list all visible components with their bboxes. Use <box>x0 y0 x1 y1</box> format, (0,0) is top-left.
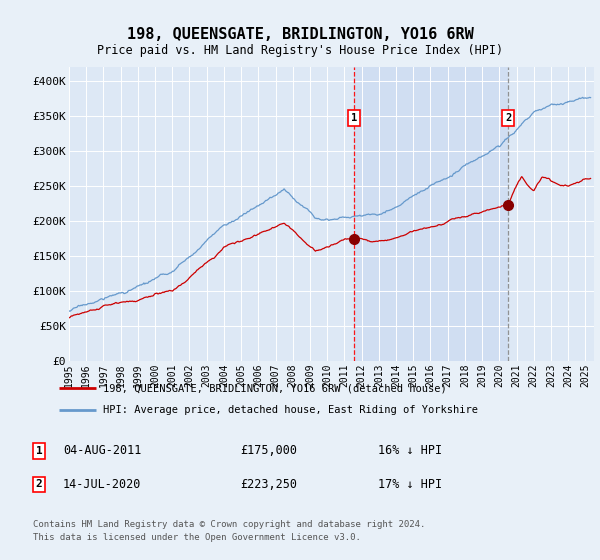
Text: £175,000: £175,000 <box>240 444 297 458</box>
Bar <box>355 67 508 361</box>
Text: Contains HM Land Registry data © Crown copyright and database right 2024.
This d: Contains HM Land Registry data © Crown c… <box>33 520 425 542</box>
Text: 1: 1 <box>351 113 358 123</box>
Text: 14-JUL-2020: 14-JUL-2020 <box>63 478 142 491</box>
Text: 198, QUEENSGATE, BRIDLINGTON, YO16 6RW: 198, QUEENSGATE, BRIDLINGTON, YO16 6RW <box>127 27 473 42</box>
Text: 1: 1 <box>35 446 43 456</box>
Text: 16% ↓ HPI: 16% ↓ HPI <box>378 444 442 458</box>
Text: £223,250: £223,250 <box>240 478 297 491</box>
Text: 04-AUG-2011: 04-AUG-2011 <box>63 444 142 458</box>
Text: HPI: Average price, detached house, East Riding of Yorkshire: HPI: Average price, detached house, East… <box>103 405 478 415</box>
Text: 17% ↓ HPI: 17% ↓ HPI <box>378 478 442 491</box>
Text: Price paid vs. HM Land Registry's House Price Index (HPI): Price paid vs. HM Land Registry's House … <box>97 44 503 57</box>
Text: 2: 2 <box>505 113 512 123</box>
Text: 198, QUEENSGATE, BRIDLINGTON, YO16 6RW (detached house): 198, QUEENSGATE, BRIDLINGTON, YO16 6RW (… <box>103 383 447 393</box>
Text: 2: 2 <box>35 479 43 489</box>
